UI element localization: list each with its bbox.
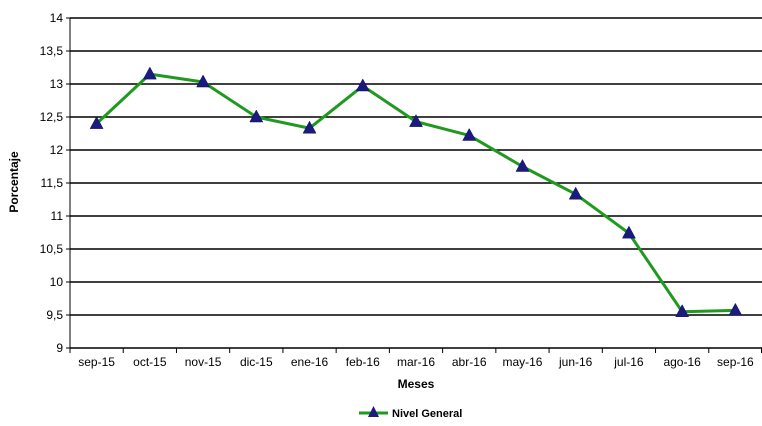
y-tick-label: 11,5: [41, 176, 64, 190]
x-tick-label: may-16: [502, 355, 542, 369]
legend-triangle-marker: [368, 406, 379, 417]
y-tick-label: 13: [50, 77, 64, 91]
series-nivel-general: [89, 66, 743, 317]
data-point-triangle: [568, 186, 583, 200]
data-point-triangle: [355, 78, 370, 92]
data-point-triangle: [728, 302, 743, 316]
data-point-triangle: [196, 74, 210, 88]
x-tick-label: mar-16: [397, 355, 435, 369]
y-tick-label: 10,5: [40, 242, 64, 256]
data-point-triangle: [622, 225, 636, 239]
x-tick-label: jul-16: [613, 355, 644, 369]
data-point-triangle: [675, 304, 690, 317]
y-tick-label: 10: [50, 275, 64, 289]
y-tick-label: 11: [51, 209, 64, 223]
y-tick-label: 13,5: [40, 44, 64, 58]
x-tick-label: feb-16: [346, 355, 380, 369]
x-tick-label: sep-15: [78, 355, 115, 369]
y-tick-label: 9,5: [46, 308, 63, 322]
y-tick-label: 12: [50, 143, 64, 157]
x-tick-label: dic-15: [240, 355, 273, 369]
y-axis-ticks: 9 9,5 10 10,5 11 11,5 12 12,5 13 13,5 14: [40, 11, 70, 355]
data-point-triangle: [302, 120, 317, 134]
series-line: [95, 72, 736, 314]
x-tick-label: sep-16: [717, 355, 754, 369]
y-tick-label: 12,5: [40, 110, 64, 124]
data-point-triangle: [409, 114, 423, 127]
x-tick-label: abr-16: [452, 355, 487, 369]
x-tick-label: nov-15: [185, 355, 222, 369]
data-point-triangle: [142, 66, 157, 80]
data-point-triangle: [515, 158, 530, 172]
x-axis-ticks: sep-15 oct-15 nov-15 dic-15 ene-16 feb-16 mar-…: [69, 348, 762, 369]
y-axis-title: Porcentaje: [7, 151, 21, 213]
y-tick-label: 9: [56, 341, 63, 355]
x-tick-label: ene-16: [291, 355, 329, 369]
data-point-triangle: [89, 116, 104, 129]
x-tick-label: jun-16: [558, 355, 593, 369]
data-point-triangle: [462, 127, 477, 141]
x-axis-title: Meses: [398, 377, 435, 391]
data-point-triangle: [249, 109, 264, 123]
x-tick-label: oct-15: [133, 355, 167, 369]
legend: Nivel General: [359, 406, 462, 420]
y-tick-label: 14: [50, 11, 64, 25]
gridlines: [70, 17, 762, 349]
legend-label-nivel-general: Nivel General: [392, 408, 462, 420]
x-tick-label: ago-16: [663, 355, 701, 369]
